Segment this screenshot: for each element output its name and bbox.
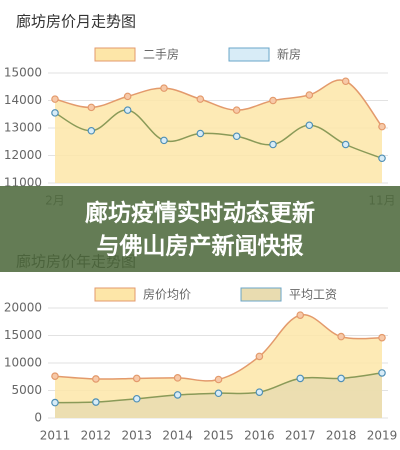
point [51,398,59,407]
point [255,352,264,361]
point [214,389,223,398]
point [255,388,264,396]
point [296,311,305,319]
point [196,129,205,138]
point [305,121,314,130]
point [196,95,205,103]
y-tick-label: 15000 [4,328,42,342]
legend-swatch [240,287,282,302]
point [378,122,386,131]
point [378,369,386,377]
x-tick-label: 2014 [162,429,193,443]
legend-label: 平均工资 [289,288,337,302]
banner-background [0,186,400,272]
point [160,84,168,92]
banner-text: 廊坊疫情实时动态更新 [85,200,315,227]
point [337,374,345,383]
x-tick-label: 2016 [244,429,275,443]
point [51,372,59,381]
y-tick-label: 0 [34,411,42,425]
area [55,80,382,183]
point [341,140,350,149]
point [160,136,168,145]
y-tick-label: 5000 [11,383,42,397]
point [378,154,386,163]
point [92,375,100,383]
x-tick-label: 2017 [285,429,316,443]
point [269,96,277,105]
point [51,95,59,103]
legend-swatch [228,47,270,62]
point [269,140,277,149]
point [341,77,350,86]
point [92,398,100,406]
point [305,91,314,99]
point [173,374,182,382]
x-tick-label: 2019 [367,429,398,443]
legend-label: 房价均价 [143,287,191,302]
point [132,374,141,383]
point [123,106,132,114]
point [296,374,305,383]
y-tick-label: 15000 [4,66,42,80]
point [232,106,241,114]
point [51,109,59,117]
series-line [54,79,383,128]
point [173,391,182,399]
x-tick-label: 2013 [121,429,152,443]
x-tick-label: 2018 [326,429,357,443]
x-tick-label: 2011 [40,429,71,443]
series-line [54,109,383,159]
x-tick-label: 2015 [203,429,234,443]
legend-label: 新房 [277,47,301,62]
y-tick-label: 10000 [4,356,42,370]
point [337,332,345,341]
point [123,92,132,101]
y-tick-label: 12000 [4,148,42,162]
y-tick-label: 20000 [4,301,42,315]
chart-title: 廊坊房价月走势图 [16,13,136,31]
point [214,375,223,384]
point [132,394,141,403]
point [378,333,386,342]
point [87,126,96,135]
banner-text: 与佛山房产新闻快报 [97,233,304,260]
legend-label: 二手房 [143,47,179,62]
y-tick-label: 14000 [4,93,42,107]
y-tick-label: 13000 [4,121,42,135]
x-tick-label: 2012 [81,429,112,443]
legend-swatch [94,287,136,302]
legend-swatch [94,47,136,62]
point [232,132,241,141]
point [87,103,96,112]
